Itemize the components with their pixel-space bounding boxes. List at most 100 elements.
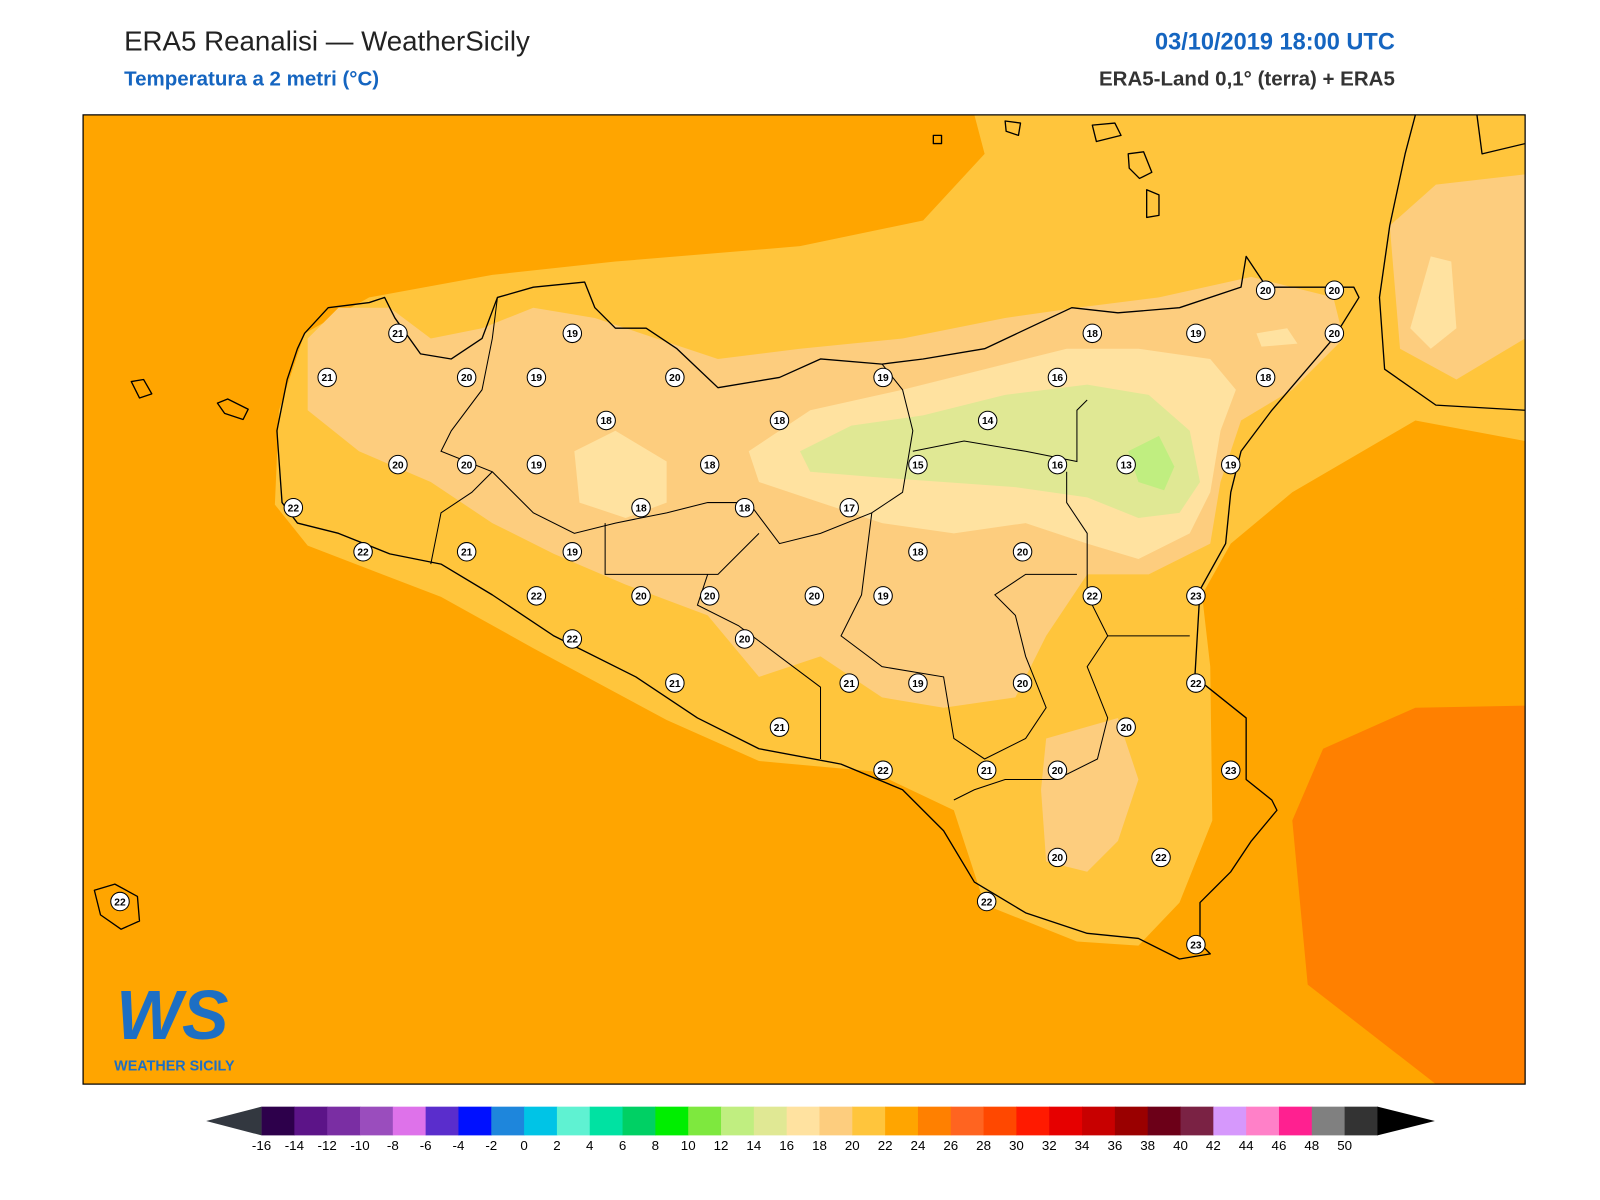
colorbar-cell — [1049, 1106, 1083, 1136]
station-value: 15 — [912, 460, 924, 471]
station-marker — [873, 367, 893, 388]
station-value: 19 — [567, 548, 579, 559]
colorbar-cell — [491, 1106, 525, 1136]
station-marker — [456, 367, 477, 388]
source: ERA5-Land 0,1° (terra) + ERA5 — [1099, 67, 1395, 90]
station-marker — [456, 542, 477, 562]
station-value: 20 — [704, 592, 716, 603]
station-value: 22 — [1190, 679, 1202, 690]
station: 18 — [596, 410, 616, 431]
station: 20 — [804, 586, 825, 606]
colorbar-cell — [360, 1106, 394, 1136]
colorbar-cell — [589, 1106, 624, 1136]
province-border — [430, 297, 498, 565]
station: 20 — [734, 629, 755, 649]
province-border — [912, 399, 1088, 463]
station: 20 — [1012, 542, 1033, 562]
station-value: 18 — [739, 503, 751, 514]
map: 21 19 21 20 19 20 19 18 18 20 20 19 18 18 18 17 22 22 21 19… — [83, 114, 1526, 1085]
station-value: 18 — [912, 548, 924, 559]
colorbar-cell — [688, 1106, 722, 1136]
station-value: 20 — [1329, 329, 1341, 340]
station: 14 — [977, 410, 998, 431]
colorbar-tick-label: 38 — [1140, 1138, 1155, 1153]
title: ERA5 Reanalisi — WeatherSicily — [124, 25, 530, 56]
station-value: 20 — [669, 373, 681, 384]
colorbar-cell — [1082, 1106, 1116, 1136]
colorbar-cell — [917, 1106, 952, 1136]
station: 23 — [1186, 934, 1206, 955]
station: 21 — [317, 367, 337, 388]
station-marker — [1151, 847, 1171, 868]
colorbar-tick-label: 10 — [681, 1138, 696, 1153]
colorbar-tick-label: 28 — [976, 1138, 991, 1153]
station-value: 21 — [392, 329, 404, 340]
logo-name: WEATHER SICILY — [114, 1058, 235, 1074]
station-marker — [1047, 367, 1068, 388]
station: 17 — [839, 497, 859, 518]
station: 18 — [1255, 367, 1276, 388]
station-marker — [769, 410, 790, 431]
field-14 — [800, 384, 1200, 518]
colorbar-tick-label: 30 — [1009, 1138, 1024, 1153]
station: 16 — [1047, 367, 1068, 388]
station: 20 — [388, 454, 408, 475]
station-marker — [1116, 454, 1136, 475]
station: 16 — [1047, 454, 1068, 475]
colorbar-cell — [819, 1106, 853, 1136]
field-18 — [1041, 717, 1139, 872]
station-marker — [769, 717, 790, 737]
station-marker — [1047, 760, 1068, 780]
station: 15 — [908, 454, 928, 475]
station-value: 20 — [1017, 679, 1029, 690]
station: 20 — [1255, 280, 1276, 300]
station-value: 20 — [1120, 723, 1132, 734]
station: 18 — [1082, 323, 1103, 344]
colorbar-tick-label: -10 — [350, 1138, 369, 1153]
station: 19 — [526, 454, 547, 475]
station: 20 — [665, 367, 685, 388]
station-value: 18 — [1260, 373, 1272, 384]
station: 18 — [734, 497, 755, 518]
station-value: 20 — [809, 592, 821, 603]
logo-mark: WS — [116, 976, 228, 1054]
station-value: 19 — [531, 373, 543, 384]
station-value: 19 — [1190, 329, 1202, 340]
station-value: 22 — [1087, 592, 1099, 603]
station: 20 — [1047, 847, 1068, 868]
station-marker — [317, 367, 337, 388]
station-marker — [353, 542, 373, 562]
station-marker — [1116, 717, 1136, 737]
station: 21 — [839, 673, 859, 693]
province-border — [604, 523, 760, 575]
station-marker — [700, 586, 720, 606]
station: 20 — [700, 586, 720, 606]
colorbar-tick-label: 44 — [1239, 1138, 1254, 1153]
station-value: 19 — [877, 373, 889, 384]
station-marker — [110, 891, 130, 912]
sea-field — [1487, 574, 1526, 611]
station-value: 13 — [1120, 460, 1132, 471]
station-marker — [1186, 673, 1206, 693]
station: 22 — [353, 542, 373, 562]
station: 18 — [908, 542, 928, 562]
station-value: 17 — [844, 503, 856, 514]
colorbar: -16 -14 -12 -10 -8 -6 -4 -2 0 2 4 6 8 10 12 14 16 18 20 22 2… — [206, 1106, 1435, 1153]
colorbar-cell — [261, 1106, 295, 1136]
station-value: 18 — [704, 460, 716, 471]
province-border — [840, 512, 1077, 760]
station-value: 20 — [635, 592, 647, 603]
colorbar-tick-label: -12 — [318, 1138, 337, 1153]
station: 21 — [976, 760, 997, 780]
station: 18 — [769, 410, 790, 431]
station-marker — [873, 586, 893, 606]
station-marker — [1047, 847, 1068, 868]
calabria-coast — [1378, 114, 1526, 411]
station: 22 — [1151, 847, 1171, 868]
station-value: 19 — [567, 329, 579, 340]
station-marker — [908, 454, 928, 475]
station-value: 22 — [877, 766, 889, 777]
station-marker — [839, 497, 859, 518]
